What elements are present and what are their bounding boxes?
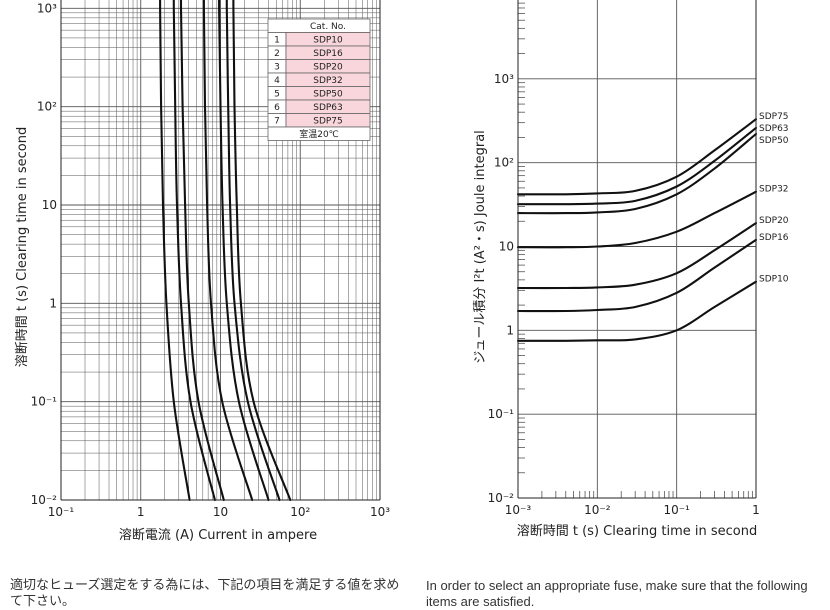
- legend-row-name: SDP50: [313, 90, 343, 100]
- c1-series-line-3: [179, 0, 225, 502]
- c2-y-tick-label: 10: [499, 240, 514, 254]
- c1-x-tick-label: 10: [213, 505, 228, 519]
- note-english: In order to select an appropriate fuse, …: [426, 578, 808, 609]
- legend-row-name: SDP63: [313, 103, 343, 113]
- chart2-series-label: SDP75: [759, 112, 789, 122]
- legend-row-number: 3: [274, 63, 280, 73]
- c1-x-tick-label: 10⁻¹: [48, 505, 75, 519]
- legend-row-name: SDP32: [313, 76, 343, 86]
- c2-y-tick-label: 10²: [494, 156, 514, 170]
- c1-series-line-6: [225, 0, 281, 502]
- legend-row-name: SDP10: [313, 36, 343, 46]
- c1-x-tick-label: 10²: [290, 505, 310, 519]
- c2-x-tick-label: 1: [752, 503, 760, 517]
- c2-x-tick-label: 10⁻¹: [663, 503, 690, 517]
- c1-y-tick-label: 1: [49, 296, 57, 310]
- c2-series-line-5: [516, 132, 758, 215]
- chart2-series-label: SDP16: [759, 233, 789, 243]
- legend-row-number: 7: [274, 117, 280, 127]
- c1-series-line-2: [172, 0, 216, 502]
- chart2-series-label: SDP50: [759, 136, 789, 146]
- legend-row-number: 2: [274, 49, 280, 59]
- chart2-x-axis-label: 溶断時間 t (s) Clearing time in second: [517, 524, 758, 539]
- c2-y-tick-label: 10⁻²: [488, 491, 515, 505]
- chart2-curves: [516, 118, 758, 342]
- c1-x-tick-label: 1: [137, 505, 145, 519]
- chart2-frame: [517, 0, 757, 499]
- legend-row-name: SDP75: [313, 117, 343, 127]
- chart2-y-axis-label: ジュール積分 I²t (A²・s) Joule integral: [473, 130, 488, 364]
- chart1-frame: [60, 0, 381, 501]
- c2-series-line-1: [516, 280, 758, 342]
- chart1-x-axis-label: 溶断電流 (A) Current in ampere: [119, 528, 317, 543]
- c2-series-line-4: [516, 190, 758, 249]
- c1-series-line-1: [159, 0, 191, 502]
- c1-y-tick-label: 10: [42, 198, 57, 212]
- c2-x-tick-label: 10⁻³: [505, 503, 532, 517]
- chart2-series-label: SDP10: [759, 275, 789, 285]
- c1-y-tick-label: 10³: [37, 1, 57, 15]
- chart2-series-label: SDP20: [759, 216, 789, 226]
- c2-series-line-2: [516, 238, 758, 313]
- note-japanese: 適切なヒューズ選定をする為には、下記の項目を満足する値を求めて下さい。: [10, 578, 400, 609]
- chart1-y-axis-label: 溶断時間 t (s) Clearing time in second: [15, 127, 30, 368]
- chart2-series-label: SDP32: [759, 185, 789, 195]
- legend-row-number: 5: [274, 90, 280, 100]
- chart1-curves: [159, 0, 292, 502]
- c2-series-line-7: [516, 118, 758, 196]
- c1-y-tick-label: 10²: [37, 100, 57, 114]
- legend-header-label: Cat. No.: [310, 22, 346, 32]
- chart2-series-label: SDP63: [759, 124, 789, 134]
- c1-series-line-5: [218, 0, 270, 502]
- legend-row-number: 6: [274, 103, 280, 113]
- chart1-legend: Cat. No. 1 SDP10 2 SDP16 3 SDP20 4 SDP32 5 SDP50 6 S…: [267, 18, 371, 141]
- legend-row-number: 1: [274, 36, 280, 46]
- c1-series-line-7: [232, 0, 292, 502]
- chart2-grid: [517, 0, 757, 499]
- legend-footer-label: 室温20℃: [299, 128, 339, 140]
- legend-row-name: SDP16: [313, 49, 343, 59]
- chart2-series-labels: SDP75 SDP63 SDP50 SDP32 SDP20 SDP16 SDP10: [759, 112, 789, 285]
- c2-y-tick-label: 10³: [494, 72, 514, 86]
- legend-row-number: 4: [274, 76, 280, 86]
- c2-y-tick-label: 1: [506, 323, 514, 337]
- c2-series-line-6: [516, 126, 758, 206]
- legend-footer-cell: [267, 126, 371, 141]
- legend-row-name: SDP20: [313, 63, 343, 73]
- c2-x-tick-label: 10⁻²: [584, 503, 611, 517]
- c2-series-line-3: [516, 222, 758, 290]
- c1-y-tick-label: 10⁻²: [31, 493, 58, 507]
- c2-y-tick-label: 10⁻¹: [488, 407, 515, 421]
- c1-y-tick-label: 10⁻¹: [31, 395, 58, 409]
- c1-series-line-4: [202, 0, 254, 502]
- c1-x-tick-label: 10³: [370, 505, 390, 519]
